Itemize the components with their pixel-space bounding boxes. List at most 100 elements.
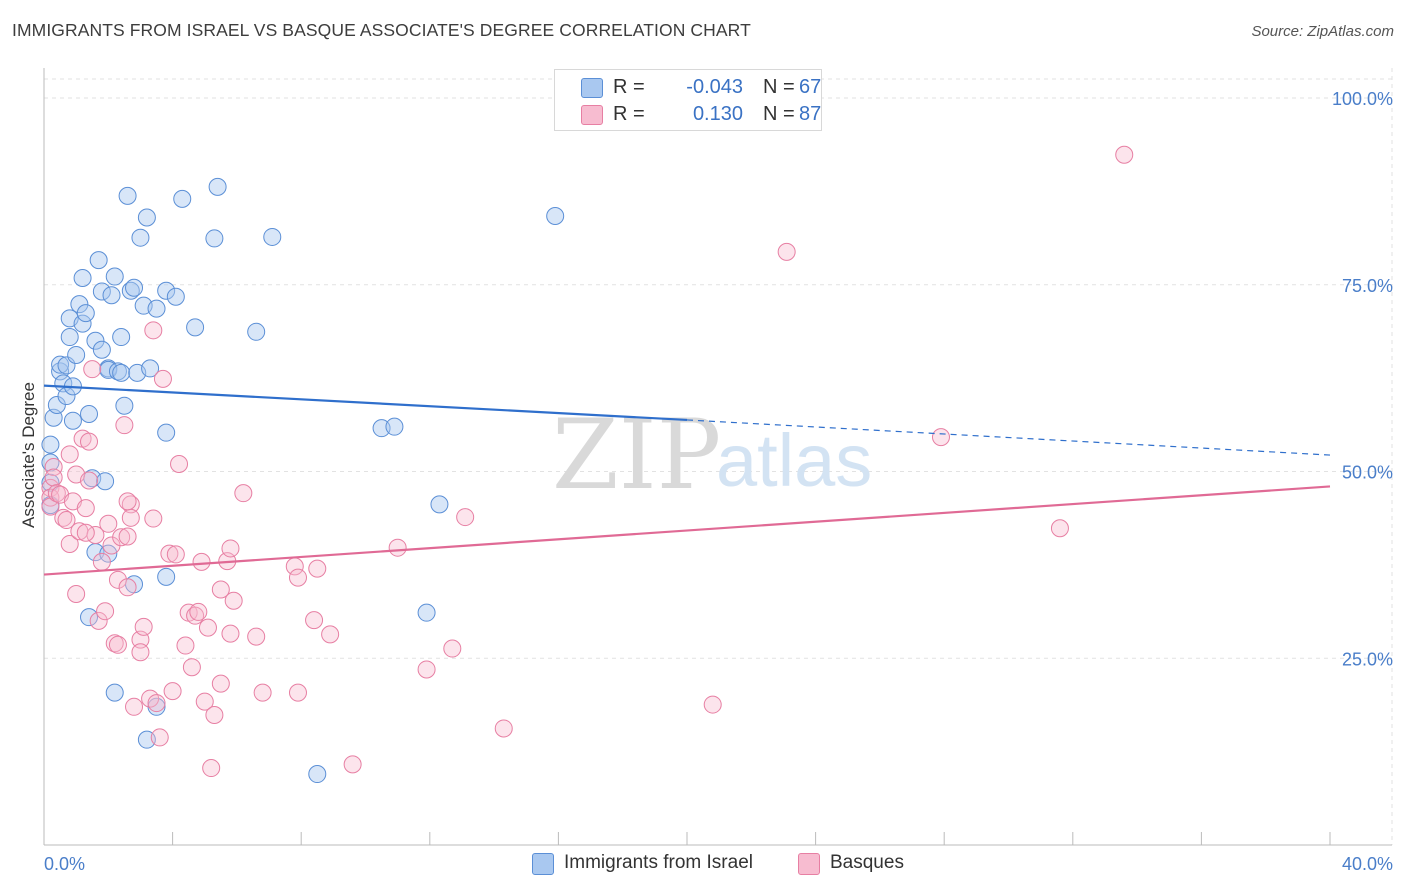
basques-point	[115, 416, 134, 435]
bottom-legend-swatch-basques	[798, 853, 820, 875]
israel-point	[63, 411, 82, 430]
israel-point	[121, 281, 140, 300]
y-tick-label: 75.0%	[1342, 276, 1393, 296]
basques-point	[170, 455, 189, 474]
legend-r-label: R =	[613, 76, 645, 98]
basques-point	[321, 625, 340, 644]
basques-point	[92, 552, 111, 571]
basques-point	[1050, 519, 1069, 538]
basques-point	[108, 570, 127, 589]
basques-point	[1115, 145, 1134, 164]
trend-lines	[43, 384, 1331, 576]
chart-title: IMMIGRANTS FROM ISRAEL VS BASQUE ASSOCIA…	[12, 20, 751, 40]
basques-point	[388, 538, 407, 557]
basques-point	[253, 683, 272, 702]
x-tick-label-min: 0.0%	[44, 854, 85, 874]
basques-point	[931, 428, 950, 447]
israel-point	[131, 228, 150, 247]
israel-trend-line	[43, 384, 688, 422]
basques-point	[121, 495, 140, 514]
basques-point	[205, 706, 224, 725]
watermark-atlas: atlas	[716, 419, 872, 502]
israel-point	[70, 295, 89, 314]
basques-point	[343, 755, 362, 774]
israel-point	[173, 189, 192, 208]
israel-point	[73, 269, 92, 288]
israel-point	[51, 355, 70, 374]
basques-point	[54, 508, 73, 527]
basques-point	[131, 643, 150, 662]
basques-point	[76, 523, 95, 542]
israel-point	[86, 331, 105, 350]
israel-point	[147, 299, 166, 318]
israel-point	[76, 304, 95, 323]
basques-point	[160, 544, 179, 563]
basques-point	[192, 552, 211, 571]
basques-point	[221, 539, 240, 558]
basques-point	[211, 580, 230, 599]
israel-point	[73, 314, 92, 333]
israel-point	[372, 419, 391, 438]
israel-point	[60, 328, 79, 347]
israel-point	[125, 278, 144, 297]
israel-point	[41, 435, 60, 454]
basques-point	[211, 674, 230, 693]
basques-point	[144, 509, 163, 528]
israel-point	[308, 765, 327, 784]
basques-point	[189, 602, 208, 621]
basques-point	[134, 617, 153, 636]
israel-point	[89, 251, 108, 270]
basques-point	[308, 559, 327, 578]
israel-point	[157, 567, 176, 586]
basques-point	[112, 528, 131, 547]
basques-point	[121, 508, 140, 527]
israel-point	[80, 608, 99, 627]
basques-point	[443, 639, 462, 658]
israel-point	[41, 473, 60, 492]
israel-point	[112, 328, 131, 347]
stats-legend: R = -0.043 N = 67 R = 0.130 N = 87	[554, 69, 822, 131]
basques-point	[417, 660, 436, 679]
legend-swatch-basques	[581, 105, 603, 125]
basques-point	[99, 514, 118, 533]
basques-point	[224, 591, 243, 610]
legend-n-label: N =	[763, 103, 795, 125]
basques-point	[118, 578, 137, 597]
y-axis-label: Associate's Degree	[19, 382, 38, 528]
data-points	[41, 145, 1134, 784]
israel-point	[105, 267, 124, 286]
basques-point	[144, 321, 163, 340]
basques-point	[176, 636, 195, 655]
basques-point	[108, 635, 127, 654]
israel-trend-extension	[686, 419, 1331, 456]
basques-point	[150, 728, 169, 747]
basques-point	[125, 697, 144, 716]
basques-point	[234, 484, 253, 503]
israel-point	[102, 286, 121, 305]
grid-lines	[44, 68, 1393, 845]
basques-point	[67, 585, 86, 604]
israel-point	[92, 340, 111, 359]
basques-point	[703, 695, 722, 714]
basques-point	[141, 689, 160, 708]
basques-point	[105, 634, 124, 653]
legend-swatch-israel	[581, 78, 603, 98]
israel-point	[157, 423, 176, 442]
legend-n-label: N =	[763, 76, 795, 98]
israel-point	[118, 186, 137, 205]
israel-point	[157, 281, 176, 300]
basques-point	[288, 683, 307, 702]
israel-point	[96, 472, 115, 491]
basques-point	[80, 471, 99, 490]
basques-point	[47, 484, 66, 503]
israel-point	[385, 417, 404, 436]
israel-point	[430, 495, 449, 514]
israel-point	[108, 362, 127, 381]
basques-point	[57, 511, 76, 530]
basques-point	[195, 692, 214, 711]
israel-point	[105, 683, 124, 702]
israel-point	[247, 322, 266, 341]
legend-n-value: 67	[799, 76, 822, 98]
israel-point	[92, 282, 111, 301]
